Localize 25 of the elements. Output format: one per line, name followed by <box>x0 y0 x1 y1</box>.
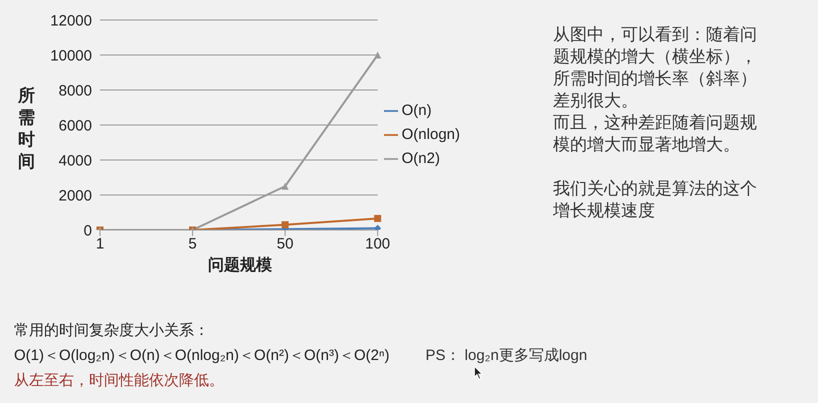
text: 从图中，可以看到：随着问题规模的增大（横坐标），所需时间的增长率（斜率）差别很大。 <box>553 24 758 112</box>
x-axis-title: 问题规模 <box>207 256 273 276</box>
text: O(1)＜O(log₂n)＜O(n)＜O(nlog₂n)＜O(n²)＜O(n³)＜O(2ⁿ) <box>14 347 390 364</box>
x-tick-label: 100 <box>365 236 390 253</box>
y-tick-label: 12000 <box>50 12 92 30</box>
text: 而且，这种差距随着问题规模的增大而显著地增大。 <box>553 112 758 156</box>
y-tick-label: 6000 <box>58 117 92 134</box>
y-tick-label: 4000 <box>58 152 92 170</box>
text: 我们关心的就是算法的这个增长规模速度 <box>553 178 758 222</box>
legend-label: O(n) <box>402 102 432 119</box>
y-tick-label: 2000 <box>58 187 92 204</box>
point <box>374 224 382 230</box>
legend-label: O(nlogn) <box>402 126 460 143</box>
text: 从左至右，时间性能依次降低。 <box>14 371 225 391</box>
y-axis-title: 所需时间 <box>18 85 36 173</box>
x-tick-label: 1 <box>96 236 104 253</box>
text: PS： log₂n更多写成logn <box>425 347 588 364</box>
point <box>374 214 382 222</box>
legend-label: O(n2) <box>402 150 440 167</box>
text: 常用的时间复杂度大小关系： <box>14 321 210 341</box>
y-tick-label: 10000 <box>50 47 92 64</box>
y-tick-label: 8000 <box>58 82 92 100</box>
x-tick-label: 5 <box>188 236 197 253</box>
y-tick-label: 0 <box>84 222 92 240</box>
x-tick-label: 50 <box>276 236 294 253</box>
